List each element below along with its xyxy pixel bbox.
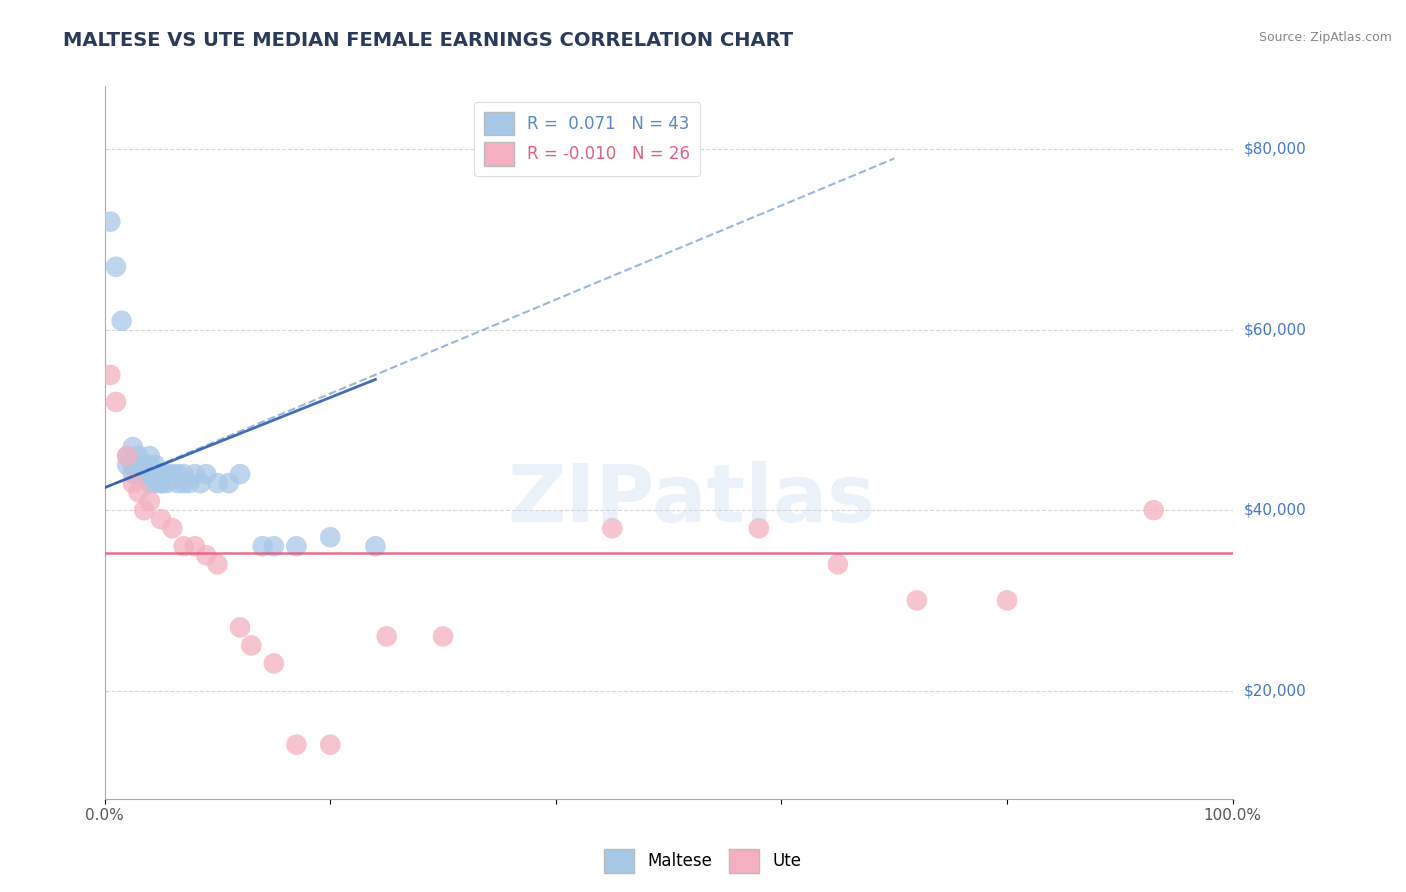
Text: Source: ZipAtlas.com: Source: ZipAtlas.com xyxy=(1258,31,1392,45)
Point xyxy=(115,449,138,463)
Point xyxy=(122,467,145,482)
Point xyxy=(110,314,132,328)
Point xyxy=(285,539,308,553)
Point xyxy=(139,476,162,491)
Point xyxy=(128,458,150,472)
Point xyxy=(128,485,150,500)
Point xyxy=(104,260,127,274)
Point xyxy=(115,449,138,463)
Legend: R =  0.071   N = 43, R = -0.010   N = 26: R = 0.071 N = 43, R = -0.010 N = 26 xyxy=(474,102,700,176)
Text: ZIPatlas: ZIPatlas xyxy=(508,460,876,539)
Point xyxy=(98,368,121,382)
Point xyxy=(285,738,308,752)
Point xyxy=(364,539,387,553)
Point xyxy=(98,214,121,228)
Point xyxy=(319,738,342,752)
Point xyxy=(905,593,928,607)
Point xyxy=(156,476,179,491)
Point xyxy=(139,494,162,508)
Point xyxy=(134,467,156,482)
Point xyxy=(173,467,195,482)
Point xyxy=(195,549,218,563)
Point xyxy=(150,476,173,491)
Point xyxy=(150,467,173,482)
Point xyxy=(184,539,207,553)
Point xyxy=(150,476,173,491)
Point xyxy=(134,503,156,517)
Point xyxy=(263,539,285,553)
Point xyxy=(128,467,150,482)
Point xyxy=(173,476,195,491)
Point xyxy=(167,467,190,482)
Point xyxy=(218,476,240,491)
Text: $60,000: $60,000 xyxy=(1244,322,1306,337)
Point xyxy=(162,521,184,535)
Point xyxy=(827,558,849,572)
Point xyxy=(229,467,252,482)
Point xyxy=(156,467,179,482)
Point xyxy=(145,458,167,472)
Point xyxy=(263,657,285,671)
Point xyxy=(104,395,127,409)
Point xyxy=(145,476,167,491)
Point xyxy=(122,440,145,454)
Point xyxy=(240,639,263,653)
Point xyxy=(252,539,274,553)
Point xyxy=(229,620,252,634)
Point xyxy=(600,521,623,535)
Point xyxy=(1143,503,1166,517)
Point xyxy=(139,449,162,463)
Point xyxy=(995,593,1018,607)
Point xyxy=(173,539,195,553)
Point xyxy=(122,458,145,472)
Point xyxy=(432,629,454,643)
Text: $80,000: $80,000 xyxy=(1244,142,1306,157)
Point xyxy=(207,558,229,572)
Point xyxy=(128,449,150,463)
Text: $20,000: $20,000 xyxy=(1244,683,1306,698)
Point xyxy=(145,467,167,482)
Point xyxy=(162,467,184,482)
Point xyxy=(167,476,190,491)
Point xyxy=(134,458,156,472)
Point xyxy=(150,467,173,482)
Point xyxy=(748,521,770,535)
Point xyxy=(122,476,145,491)
Point xyxy=(375,629,398,643)
Text: MALTESE VS UTE MEDIAN FEMALE EARNINGS CORRELATION CHART: MALTESE VS UTE MEDIAN FEMALE EARNINGS CO… xyxy=(63,31,793,50)
Point xyxy=(195,467,218,482)
Point xyxy=(139,458,162,472)
Point xyxy=(207,476,229,491)
Point xyxy=(139,467,162,482)
Point xyxy=(150,512,173,526)
Point xyxy=(190,476,212,491)
Point xyxy=(179,476,201,491)
Point xyxy=(184,467,207,482)
Legend: Maltese, Ute: Maltese, Ute xyxy=(598,842,808,880)
Text: $40,000: $40,000 xyxy=(1244,503,1306,517)
Point xyxy=(319,530,342,544)
Point xyxy=(115,458,138,472)
